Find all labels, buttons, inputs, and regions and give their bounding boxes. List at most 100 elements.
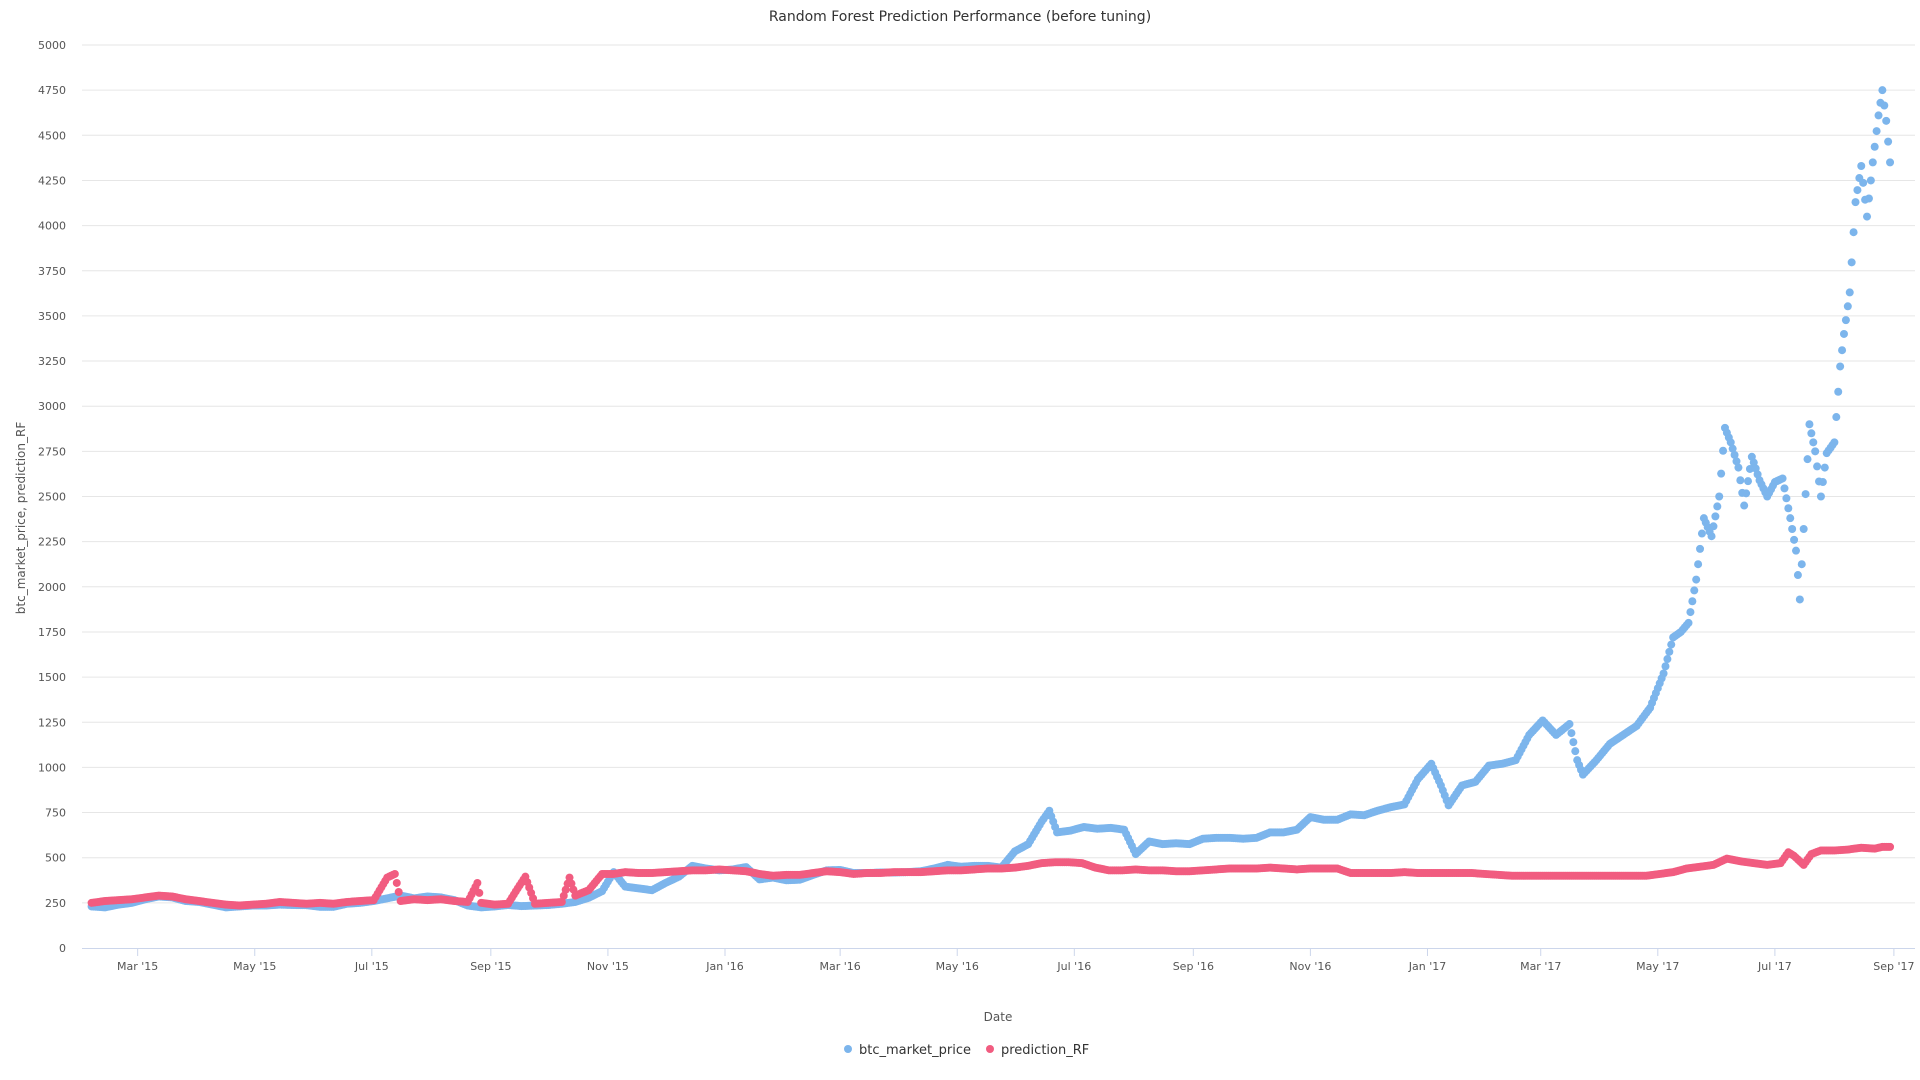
data-point [1853,186,1862,195]
data-point [1690,586,1699,595]
data-point [1736,476,1745,485]
data-point [394,888,403,897]
data-point [1730,450,1739,459]
data-point [1799,525,1808,534]
y-tick-label: 4500 [38,129,66,142]
data-point [1801,490,1810,499]
data-point [1780,484,1789,493]
x-axis-label: Date [984,1010,1013,1024]
data-point [473,878,482,887]
legend-item-btc_market_price[interactable]: btc_market_price [844,1043,971,1058]
x-tick-label: Jul '16 [1056,960,1091,973]
data-point [1790,535,1799,544]
data-point [1742,489,1751,498]
data-point [392,878,401,887]
data-point [1784,504,1793,513]
y-tick-label: 2500 [38,491,66,504]
data-point [1805,420,1814,429]
data-point [1707,532,1716,541]
legend-marker [986,1045,994,1053]
data-point [561,885,570,894]
grid-lines [82,44,1915,904]
data-point [1696,544,1705,553]
data-point [1795,595,1804,604]
data-point [1886,842,1895,851]
data-point [1820,463,1829,472]
data-point [1715,492,1724,501]
data-point [1745,464,1754,473]
y-axis-label: btc_market_price, prediction_RF [14,422,28,615]
data-point [1843,302,1852,311]
data-point [1832,413,1841,422]
data-points [87,86,1895,912]
data-point [1836,362,1845,371]
x-tick-label: Mar '15 [117,960,158,973]
series-prediction_RF [87,842,1895,910]
data-point [1744,477,1753,486]
data-point [1732,457,1741,466]
x-tick-label: Sep '15 [470,960,511,973]
data-point [1786,514,1795,523]
y-tick-label: 2000 [38,581,66,594]
data-point [1726,438,1735,447]
data-point [1811,447,1820,456]
data-point [1809,438,1818,447]
data-point [1882,116,1891,125]
data-point [1839,329,1848,338]
x-tick-label: Sep '17 [1873,960,1914,973]
data-point [1686,608,1695,617]
data-point [1847,258,1856,267]
x-tick-label: Mar '16 [820,960,861,973]
data-point [1788,525,1797,534]
data-point [1659,669,1668,678]
y-tick-label: 1500 [38,671,66,684]
x-tick-label: Jul '15 [354,960,389,973]
y-tick-label: 1000 [38,761,66,774]
data-point [1694,560,1703,569]
data-point [1728,444,1737,453]
x-tick-label: May '16 [936,960,979,973]
y-tick-label: 4750 [38,84,66,97]
data-point [1803,455,1812,464]
legend-marker [844,1045,852,1053]
y-tick-label: 3500 [38,310,66,323]
x-tick-label: Nov '16 [1289,960,1331,973]
data-point [1864,194,1873,203]
data-point [1834,387,1843,396]
data-point [1709,522,1718,531]
data-point [1874,111,1883,120]
x-tick-label: May '17 [1636,960,1679,973]
data-point [1569,738,1578,747]
data-point [1719,446,1728,455]
data-point [1859,178,1868,187]
y-tick-label: 2750 [38,445,66,458]
data-point [1878,86,1887,95]
data-point [1830,438,1839,447]
data-point [1661,662,1670,671]
data-point [1845,288,1854,297]
data-point [559,891,568,900]
data-point [1793,571,1802,580]
data-point [567,879,576,888]
x-tick-label: Sep '16 [1173,960,1214,973]
x-tick-label: Jul '17 [1757,960,1792,973]
data-point [1857,162,1866,171]
data-point [1797,560,1806,569]
data-point [1884,137,1893,146]
x-tick-label: Jan '17 [1408,960,1446,973]
data-point [1782,494,1791,503]
y-tick-label: 3250 [38,355,66,368]
data-point [1665,647,1674,656]
x-tick-label: Mar '17 [1520,960,1561,973]
legend: btc_market_price prediction_RF [844,1043,1089,1058]
y-tick-label: 1250 [38,716,66,729]
x-tick-label: Nov '15 [587,960,629,973]
y-tick-label: 500 [45,852,66,865]
data-point [1713,502,1722,511]
y-tick-label: 250 [45,897,66,910]
data-point [1868,158,1877,167]
data-point [1684,618,1693,627]
data-point [1866,176,1875,185]
data-point [1778,474,1787,483]
legend-item-prediction_RF[interactable]: prediction_RF [986,1043,1089,1058]
